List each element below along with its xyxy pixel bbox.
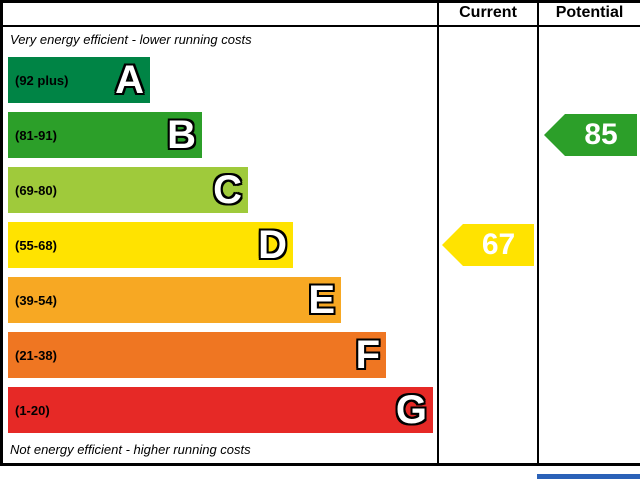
- current-rating-arrow-tip: [442, 224, 463, 266]
- band-range-label-a: (92 plus): [15, 72, 69, 88]
- band-bar-d: (55-68) D: [8, 222, 293, 268]
- header-divider-line: [0, 25, 640, 27]
- band-bar-a: (92 plus) A: [8, 57, 150, 103]
- potential-rating-arrow-value: 85: [565, 114, 637, 156]
- current-column-header: Current: [459, 4, 517, 21]
- band-letter-a: A: [115, 58, 144, 102]
- border-top: [0, 0, 640, 3]
- band-range-label-c: (69-80): [15, 182, 57, 198]
- potential-column-header: Potential: [555, 4, 624, 21]
- potential-rating-arrow: 85: [544, 114, 637, 156]
- current-rating-arrow: 67: [442, 224, 534, 266]
- band-bar-c: (69-80) C: [8, 167, 248, 213]
- caption-not-efficient: Not energy efficient - higher running co…: [10, 442, 251, 457]
- band-row-d: (55-68) D: [8, 222, 437, 277]
- border-left: [0, 0, 3, 466]
- band-bar-g: (1-20) G: [8, 387, 433, 433]
- band-row-g: (1-20) G: [8, 387, 437, 442]
- band-letter-f: F: [355, 333, 380, 377]
- band-letter-b: B: [167, 113, 196, 157]
- band-row-c: (69-80) C: [8, 167, 437, 222]
- band-bar-b: (81-91) B: [8, 112, 202, 158]
- caption-very-efficient: Very energy efficient - lower running co…: [10, 32, 252, 47]
- next-section-partial: [537, 474, 640, 479]
- band-range-label-b: (81-91): [15, 127, 57, 143]
- band-letter-c: C: [213, 168, 242, 212]
- band-range-label-g: (1-20): [15, 402, 50, 418]
- band-range-label-f: (21-38): [15, 347, 57, 363]
- band-letter-e: E: [308, 278, 335, 322]
- band-bar-f: (21-38) F: [8, 332, 386, 378]
- potential-column-divider: [537, 0, 539, 466]
- potential-rating-arrow-tip: [544, 114, 565, 156]
- band-range-label-d: (55-68): [15, 237, 57, 253]
- band-bar-e: (39-54) E: [8, 277, 341, 323]
- band-range-label-e: (39-54): [15, 292, 57, 308]
- band-row-a: (92 plus) A: [8, 57, 437, 112]
- bands: (92 plus) A (81-91) B (69-80) C (55-68) D (39-54…: [8, 57, 437, 442]
- border-bottom: [0, 463, 640, 466]
- band-row-f: (21-38) F: [8, 332, 437, 387]
- current-column-divider: [437, 0, 439, 466]
- band-letter-d: D: [258, 223, 287, 267]
- band-row-e: (39-54) E: [8, 277, 437, 332]
- band-letter-g: G: [395, 388, 427, 432]
- band-row-b: (81-91) B: [8, 112, 437, 167]
- current-rating-arrow-value: 67: [463, 224, 534, 266]
